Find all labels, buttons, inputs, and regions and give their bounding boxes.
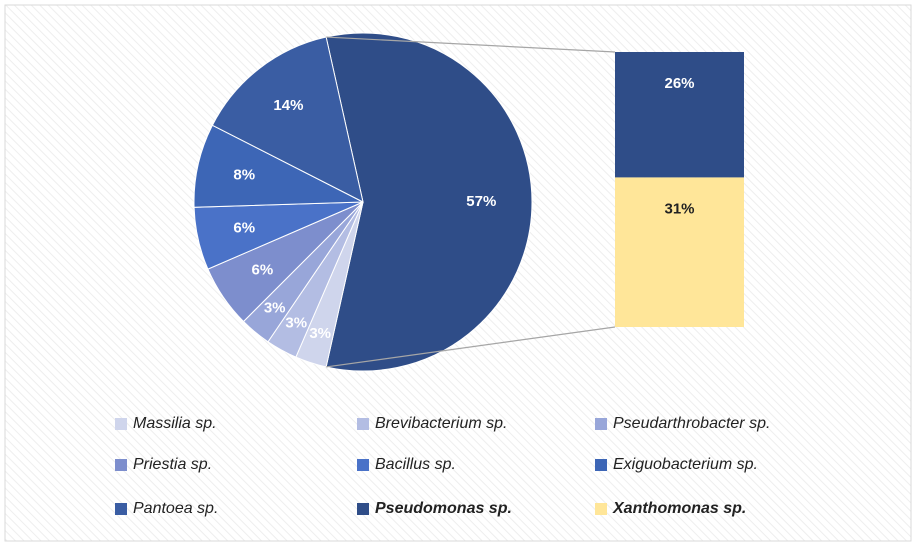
bar-segment (615, 177, 744, 327)
legend-label: Pseudarthrobacter sp. (613, 415, 770, 432)
data-label: 14% (273, 97, 303, 114)
legend-swatch (595, 459, 607, 471)
legend-label: Bacillus sp. (375, 456, 456, 473)
data-label: 57% (466, 193, 496, 210)
data-label: 31% (664, 200, 694, 217)
bar-segment (615, 52, 744, 178)
data-label: 6% (252, 261, 274, 278)
legend-label: Massilia sp. (133, 415, 217, 432)
legend-label: Pantoea sp. (133, 500, 218, 517)
connector (326, 326, 616, 368)
legend-swatch (595, 503, 607, 515)
legend-swatch (115, 418, 127, 430)
pie-slice (325, 32, 533, 372)
legend-swatch (595, 418, 607, 430)
legend-label: Xanthomonas sp. (612, 500, 746, 517)
legend-label: Priestia sp. (133, 456, 212, 473)
data-label: 8% (233, 166, 255, 183)
legend-swatch (115, 459, 127, 471)
connector (326, 36, 616, 53)
legend-label: Pseudomonas sp. (375, 500, 512, 517)
legend-swatch (357, 459, 369, 471)
data-label: 26% (664, 75, 694, 92)
legend-swatch (357, 503, 369, 515)
legend-swatch (115, 503, 127, 515)
legend-label: Brevibacterium sp. (375, 415, 508, 432)
data-label: 6% (233, 220, 255, 237)
legend-swatch (357, 418, 369, 430)
pie-slice (211, 36, 364, 203)
data-label: 3% (264, 300, 286, 317)
data-label: 3% (285, 314, 307, 331)
data-label: 3% (309, 325, 331, 342)
legend-label: Exiguobacterium sp. (613, 456, 758, 473)
